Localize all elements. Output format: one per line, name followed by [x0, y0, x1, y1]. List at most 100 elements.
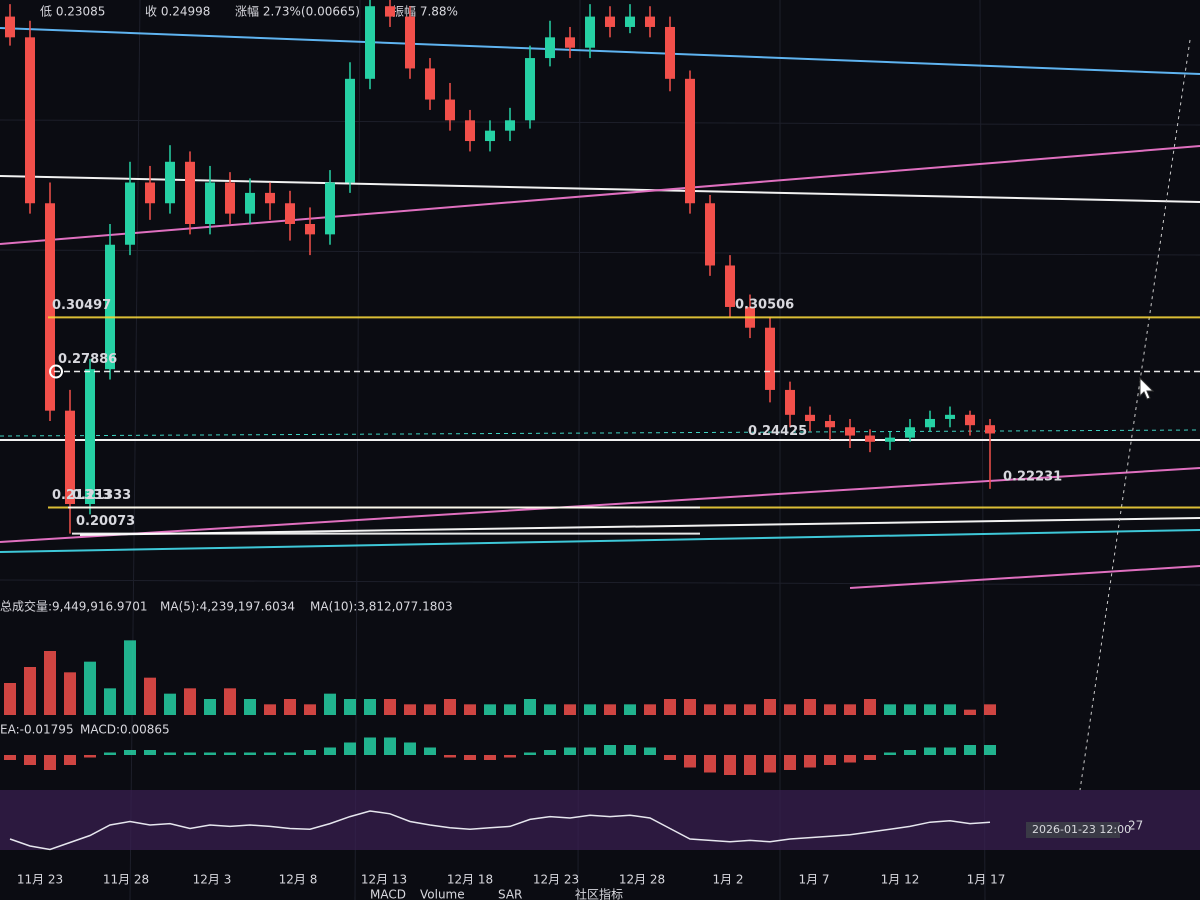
cursor-hand [1139, 376, 1155, 400]
candle-body [865, 435, 875, 442]
volume-bar [284, 699, 296, 715]
volume-bar [544, 704, 556, 715]
volume-bar [384, 699, 396, 715]
candle-body [305, 224, 315, 235]
candle-body [105, 244, 115, 370]
x-tick-label: 1月 17 [967, 873, 1006, 887]
candle-body [485, 130, 495, 142]
macd-bar [64, 755, 76, 765]
macd-dea: EA:-0.01795 [0, 723, 74, 737]
candle-body [825, 421, 835, 428]
x-tick-label: 12月 8 [279, 873, 318, 887]
macd-bar [984, 745, 996, 755]
volume-bar [724, 704, 736, 715]
candle-body [665, 26, 675, 79]
candle-body [145, 182, 155, 204]
candle-body [45, 203, 55, 411]
macd-bar [484, 755, 496, 760]
candle-body [585, 16, 595, 48]
volume-bar [224, 688, 236, 715]
candle-body [285, 203, 295, 224]
volume-bar [504, 704, 516, 715]
macd-bar [604, 745, 616, 755]
tab-volume[interactable]: Volume [420, 888, 465, 900]
volume-bar [64, 672, 76, 715]
candle-body [365, 6, 375, 79]
candle-body [765, 327, 775, 390]
macd-bar [704, 755, 716, 773]
macd-bar [584, 747, 596, 755]
volume-bar [144, 677, 156, 715]
macd-bar [724, 755, 736, 775]
macd-bar [164, 752, 176, 755]
volume-ma10: MA(10):3,812,077.1803 [310, 600, 453, 614]
volume-bar [784, 704, 796, 715]
x-tick-label: 1月 2 [712, 873, 743, 887]
volume-bar [844, 704, 856, 715]
volume-bar [404, 704, 416, 715]
level-label: 0.21333 [72, 488, 131, 503]
macd-bar [424, 747, 436, 755]
macd-bar [684, 755, 696, 768]
macd-bar [324, 747, 336, 755]
volume-bar [164, 693, 176, 715]
header-close: 收 0.24998 [145, 5, 210, 19]
x-tick-label: 12月 13 [361, 873, 407, 887]
volume-bar [84, 661, 96, 715]
volume-bar [924, 704, 936, 715]
candle-body [445, 99, 455, 121]
candle-body [625, 16, 635, 27]
tab-community[interactable]: 社区指标 [575, 887, 623, 900]
volume-bar [664, 699, 676, 715]
volume-bar [464, 704, 476, 715]
candle-body [185, 161, 195, 224]
tab-sar[interactable]: SAR [498, 888, 522, 900]
macd-value: MACD:0.00865 [80, 723, 170, 737]
volume-bar [884, 704, 896, 715]
macd-bar [744, 755, 756, 775]
level-handle [49, 364, 63, 379]
macd-bar [144, 750, 156, 755]
volume-bar [344, 699, 356, 715]
macd-bar [804, 755, 816, 768]
tab-macd[interactable]: MACD [370, 888, 406, 900]
macd-bar [444, 755, 456, 758]
volume-bar [604, 704, 616, 715]
volume-bar [584, 704, 596, 715]
x-tick-label: 12月 28 [619, 873, 665, 887]
x-tick-label: 12月 3 [193, 873, 232, 887]
candle-body [945, 414, 955, 419]
macd-bar [104, 752, 116, 755]
macd-bar [344, 742, 356, 755]
level-label: 0.30506 [735, 298, 794, 313]
macd-bar [964, 745, 976, 755]
macd-bar [464, 755, 476, 760]
level-label: 0.30497 [52, 298, 111, 313]
volume-bar [864, 699, 876, 715]
macd-bar [404, 742, 416, 755]
macd-bar [624, 745, 636, 755]
rsi-line [9, 810, 991, 851]
macd-bar [844, 755, 856, 763]
macd-bar [284, 752, 296, 755]
volume-bar [444, 699, 456, 715]
level-label: 0.24425 [748, 424, 807, 439]
level-label: 0.21333 [52, 488, 111, 503]
macd-bar [304, 750, 316, 755]
candle-body [985, 425, 995, 434]
candle-body [965, 414, 975, 426]
candle-body [345, 78, 355, 183]
candle-body [925, 418, 935, 428]
x-tick-label: 1月 12 [881, 873, 920, 887]
candle-body [725, 265, 735, 307]
volume-bar [484, 704, 496, 715]
x-tick-label: 1月 7 [798, 873, 829, 887]
macd-bar [264, 752, 276, 755]
volume-bar [304, 704, 316, 715]
volume-bar [24, 667, 36, 715]
macd-bar [124, 750, 136, 755]
macd-bar [204, 752, 216, 755]
rsi-band [0, 790, 1200, 850]
